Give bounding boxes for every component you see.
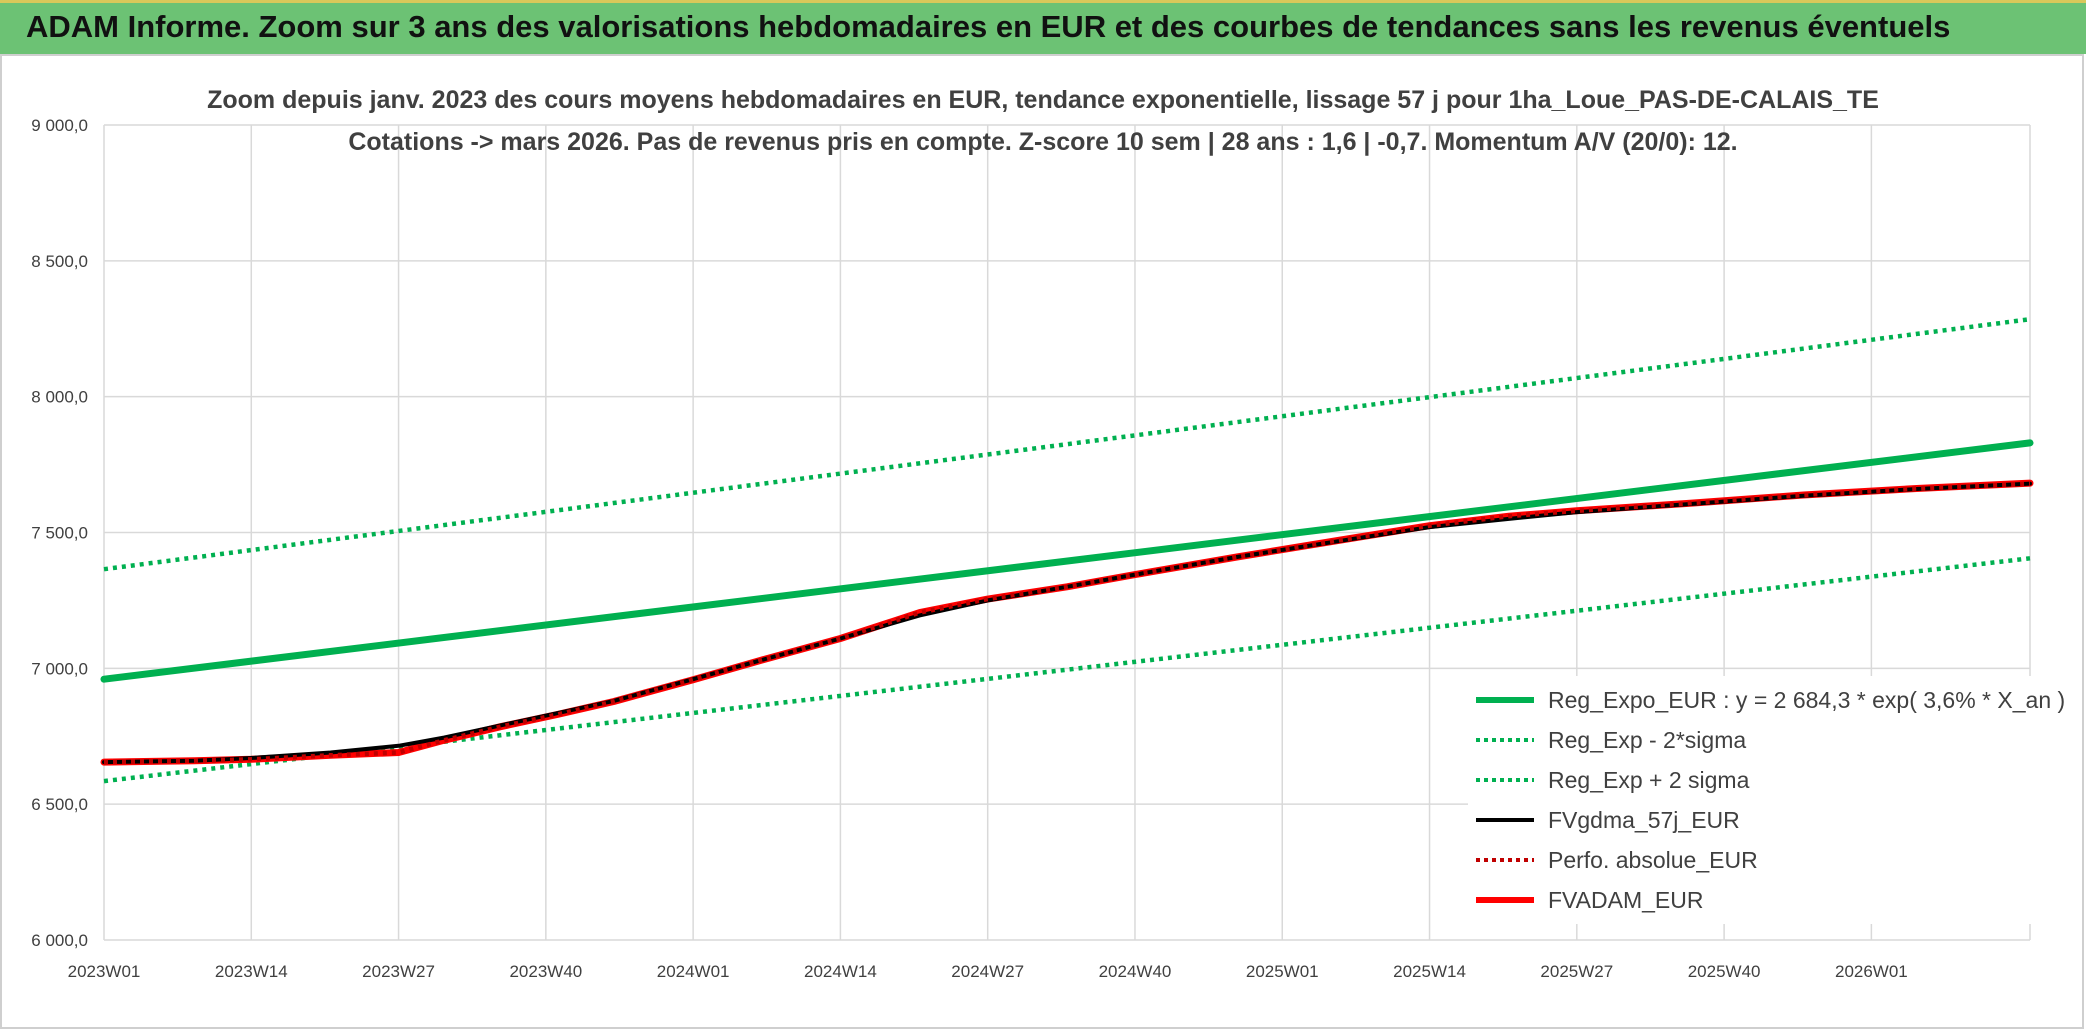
x-tick-label: 2025W40 (1688, 962, 1761, 981)
legend-label: Reg_Expo_EUR : y = 2 684,3 * exp( 3,6% *… (1548, 686, 2066, 713)
legend-label: Reg_Exp + 2 sigma (1548, 766, 1750, 793)
legend-swatch (1476, 738, 1534, 742)
x-tick-label: 2023W40 (509, 962, 582, 981)
x-tick-label: 2023W27 (362, 962, 435, 981)
x-tick-label: 2024W27 (951, 962, 1024, 981)
y-tick-label: 9 000,0 (31, 116, 88, 135)
legend-swatch (1476, 697, 1534, 703)
legend-item: Perfo. absolue_EUR (1474, 840, 2065, 880)
legend-item: Reg_Exp - 2*sigma (1474, 720, 2065, 760)
series-line-3 (102, 481, 2032, 765)
legend-label: FVgdma_57j_EUR (1548, 806, 1740, 833)
y-tick-label: 7 000,0 (31, 659, 88, 678)
y-tick-label: 6 000,0 (31, 931, 88, 950)
legend-item: Reg_Exp + 2 sigma (1474, 760, 2065, 800)
legend-swatch (1476, 858, 1534, 862)
legend-item: FVgdma_57j_EUR (1474, 800, 2065, 840)
y-tick-label: 8 000,0 (31, 388, 88, 407)
legend-label: Reg_Exp - 2*sigma (1548, 726, 1747, 753)
x-tick-label: 2024W40 (1099, 962, 1172, 981)
series-line-0 (100, 439, 2034, 683)
legend-swatch (1476, 778, 1534, 782)
y-tick-label: 8 500,0 (31, 252, 88, 271)
x-tick-label: 2026W01 (1835, 962, 1908, 981)
chart-title: Zoom depuis janv. 2023 des cours moyens … (207, 86, 1879, 114)
x-tick-label: 2023W01 (68, 962, 141, 981)
legend-swatch (1476, 818, 1534, 822)
x-tick-label: 2024W01 (657, 962, 730, 981)
legend-swatch (1476, 897, 1534, 903)
legend-item: FVADAM_EUR (1474, 880, 2065, 920)
legend-label: Perfo. absolue_EUR (1548, 846, 1758, 873)
x-tick-label: 2025W01 (1246, 962, 1319, 981)
x-tick-label: 2025W27 (1540, 962, 1613, 981)
x-tick-label: 2025W14 (1393, 962, 1466, 981)
y-tick-label: 6 500,0 (31, 795, 88, 814)
legend-item: Reg_Expo_EUR : y = 2 684,3 * exp( 3,6% *… (1474, 680, 2065, 720)
y-tick-label: 7 500,0 (31, 524, 88, 543)
series-line-2 (103, 316, 2031, 572)
x-tick-label: 2024W14 (804, 962, 877, 981)
chart-legend: Reg_Expo_EUR : y = 2 684,3 * exp( 3,6% *… (1468, 676, 2072, 924)
page-title: ADAM Informe. Zoom sur 3 ans des valoris… (26, 9, 1951, 44)
x-tick-label: 2023W14 (215, 962, 288, 981)
chart-subtitle: Cotations -> mars 2026. Pas de revenus p… (348, 128, 1738, 156)
legend-label: FVADAM_EUR (1548, 886, 1704, 913)
header-bar: ADAM Informe. Zoom sur 3 ans des valoris… (0, 0, 2086, 54)
